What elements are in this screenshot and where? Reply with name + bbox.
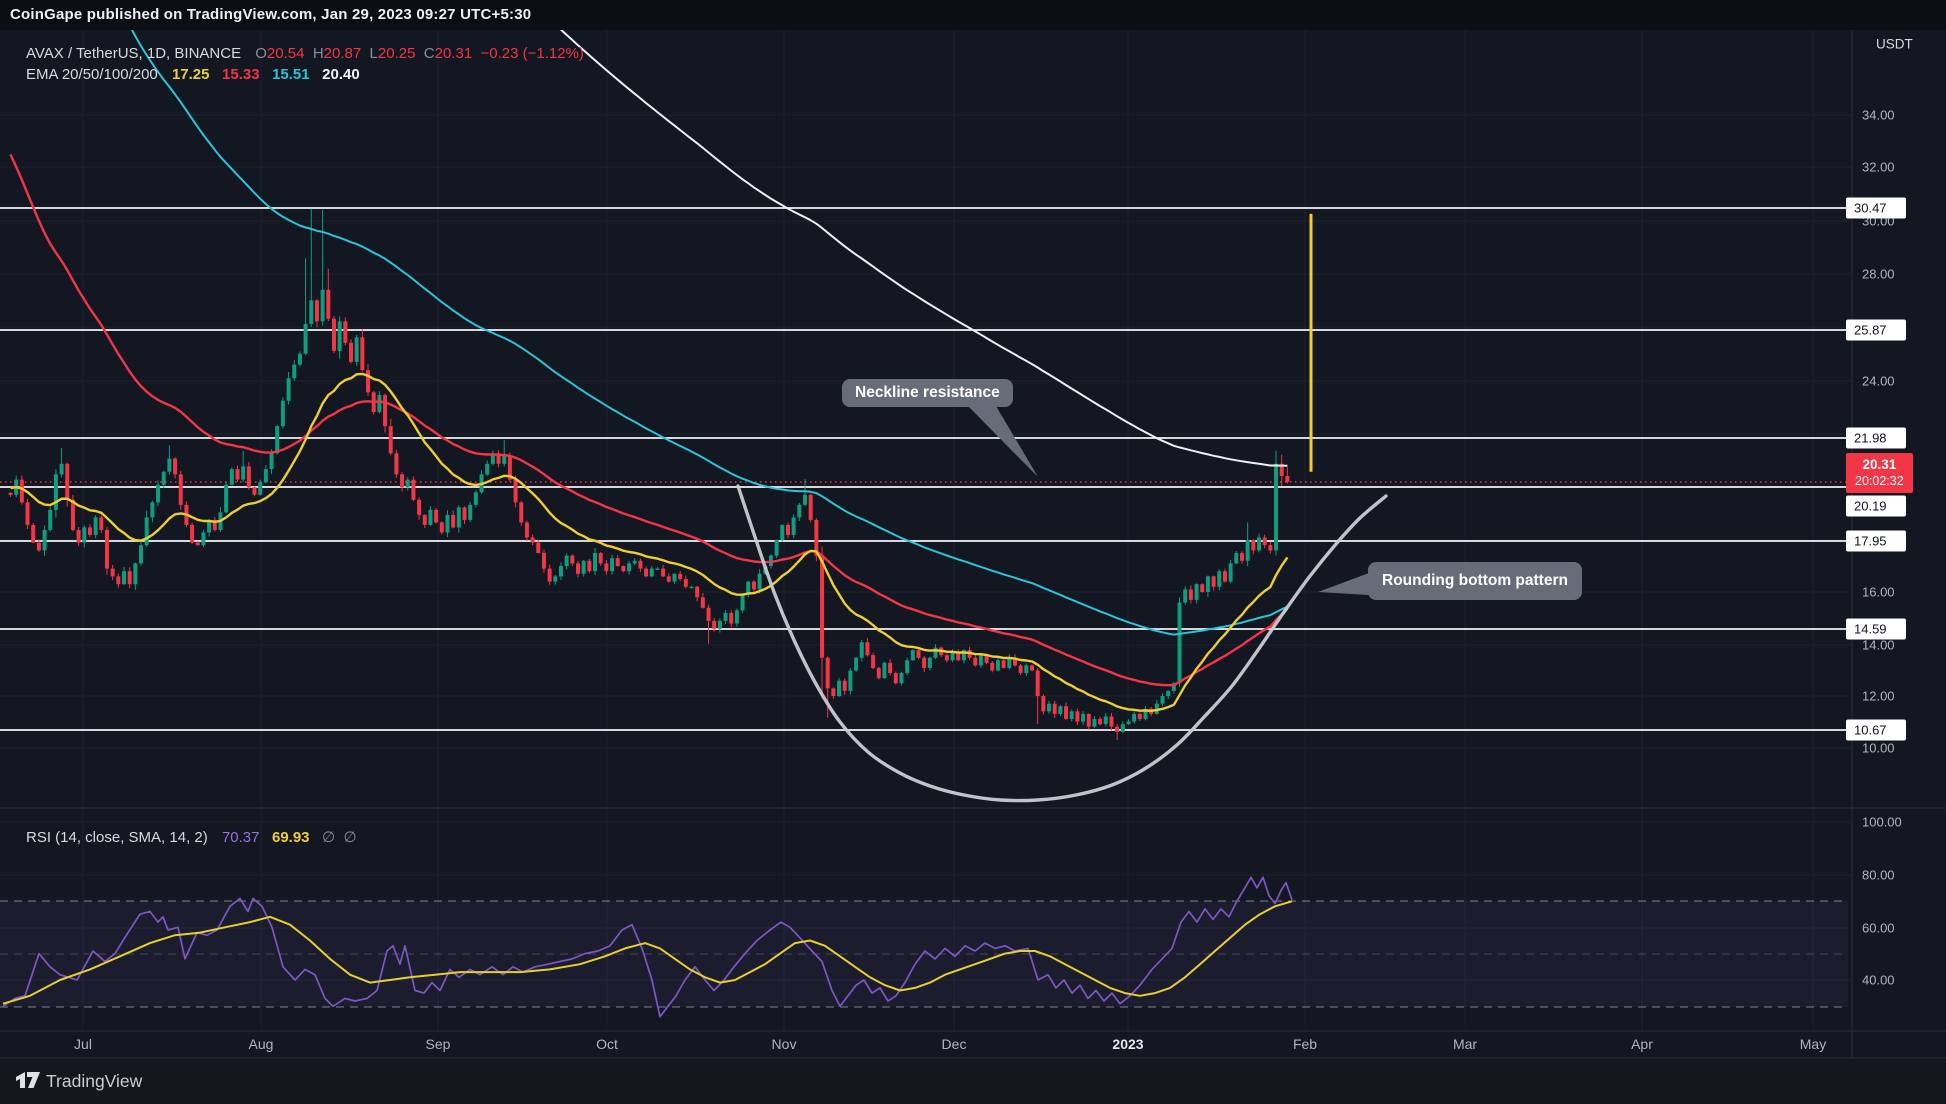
ema20-line[interactable]	[10, 372, 1289, 712]
tradingview-logo-icon[interactable]	[16, 1072, 43, 1092]
symbol-legend[interactable]: AVAX / TetherUS, 1D, BINANCE O20.54 H20.…	[26, 45, 584, 62]
ema200-value: 20.40	[322, 66, 360, 83]
ohlc-low-label: L	[369, 45, 378, 62]
ohlc-high-value: 20.87	[323, 45, 362, 62]
price-axis-label: 24.00	[1862, 373, 1895, 389]
level-price-label: 14.59	[1846, 618, 1906, 640]
price-axis-label: 28.00	[1862, 266, 1895, 282]
rsi-sma-line[interactable]	[2, 900, 1293, 1005]
ema100-line[interactable]	[11, 0, 1288, 636]
ema-legend[interactable]: EMA 20/50/100/200 17.25 15.33 15.51 20.4…	[26, 66, 360, 83]
ohlc-close-value: 20.31	[434, 45, 473, 62]
rsi-empty-2: ∅	[343, 829, 357, 846]
time-axis-label-aug: Aug	[248, 1036, 274, 1052]
neckline-annotation[interactable]: Neckline resistance	[842, 379, 1013, 407]
price-axis-label: 40.00	[1862, 972, 1895, 988]
rsi-legend[interactable]: RSI (14, close, SMA, 14, 2) 70.37 69.93 …	[26, 828, 357, 846]
ohlc-low-value: 20.25	[377, 45, 416, 62]
rsi-band	[0, 900, 1848, 1008]
rsi-label: RSI (14, close, SMA, 14, 2)	[26, 829, 208, 846]
level-price-label: 21.98	[1846, 427, 1906, 449]
ohlc-close-label: C	[423, 45, 435, 62]
price-axis-label: 80.00	[1862, 867, 1895, 883]
time-axis-label-may: May	[1799, 1036, 1827, 1052]
axis-currency-label: USDT	[1876, 36, 1913, 52]
level-price-label: 17.95	[1846, 530, 1906, 552]
rsi-line[interactable]	[2, 876, 1293, 1018]
price-axis-label: 32.00	[1862, 159, 1895, 175]
symbol-title: AVAX / TetherUS, 1D, BINANCE	[26, 45, 242, 62]
candlesticks[interactable]	[8, 208, 1290, 740]
current-price-label: 20.31 20:02:32	[1846, 453, 1913, 493]
level-price-label: 10.67	[1846, 719, 1906, 741]
time-axis-label-oct: Oct	[596, 1036, 618, 1052]
bar-countdown: 20:02:32	[1855, 474, 1904, 488]
ohlc-high-label: H	[312, 45, 324, 62]
time-axis-label-feb: Feb	[1292, 1036, 1318, 1052]
price-axis-label: 10.00	[1862, 740, 1895, 756]
price-axis-label: 16.00	[1862, 584, 1895, 600]
rsi-empty-1: ∅	[322, 829, 336, 846]
ohlc-open-value: 20.54	[266, 45, 305, 62]
publish-title: CoinGape published on TradingView.com, J…	[10, 6, 532, 23]
ema100-value: 15.51	[272, 66, 310, 83]
publish-header: CoinGape published on TradingView.com, J…	[0, 0, 1946, 30]
price-axis-label: 12.00	[1862, 688, 1895, 704]
ema50-line[interactable]	[9, 153, 1289, 687]
time-axis-label-apr: Apr	[1631, 1036, 1653, 1052]
grid-lines	[0, 30, 1852, 1031]
level-price-label: 20.19	[1846, 495, 1906, 517]
time-axis-label-dec: Dec	[941, 1036, 967, 1052]
footer-bar: TradingView	[0, 1060, 1946, 1104]
price-axis-label: 34.00	[1862, 107, 1895, 123]
time-axis-label-jul: Jul	[74, 1036, 92, 1052]
ema-label: EMA 20/50/100/200	[26, 66, 158, 83]
time-axis-label-mar: Mar	[1452, 1036, 1478, 1052]
price-axis-label: 14.00	[1862, 637, 1895, 653]
ema200-line[interactable]	[11, 0, 1288, 467]
level-price-label: 30.47	[1846, 197, 1906, 219]
rsi-value: 70.37	[221, 829, 260, 846]
rsi-sma-value: 69.93	[271, 829, 310, 846]
rounding-bottom-arc[interactable]	[736, 484, 1388, 803]
rounding-annotation-tail	[1318, 573, 1369, 595]
current-price-value: 20.31	[1862, 457, 1897, 472]
ema20-value: 17.25	[171, 66, 210, 83]
price-axis-label: 60.00	[1862, 920, 1895, 936]
support-resistance-lines[interactable]	[0, 207, 1852, 731]
ohlc-open-label: O	[255, 45, 267, 62]
neckline-annotation-tail	[968, 406, 1038, 477]
time-axis-label-2023: 2023	[1112, 1036, 1144, 1052]
change-value: −0.23 (−1.12%)	[480, 45, 584, 62]
ema50-value: 15.33	[222, 66, 260, 83]
price-axis-label: 100.00	[1862, 814, 1902, 830]
time-axis-label-sep: Sep	[425, 1036, 451, 1052]
tradingview-brand[interactable]: TradingView	[46, 1071, 143, 1091]
rounding-bottom-annotation[interactable]: Rounding bottom pattern	[1368, 562, 1582, 600]
level-price-label: 25.87	[1846, 319, 1906, 341]
time-axis-label-nov: Nov	[771, 1036, 797, 1052]
